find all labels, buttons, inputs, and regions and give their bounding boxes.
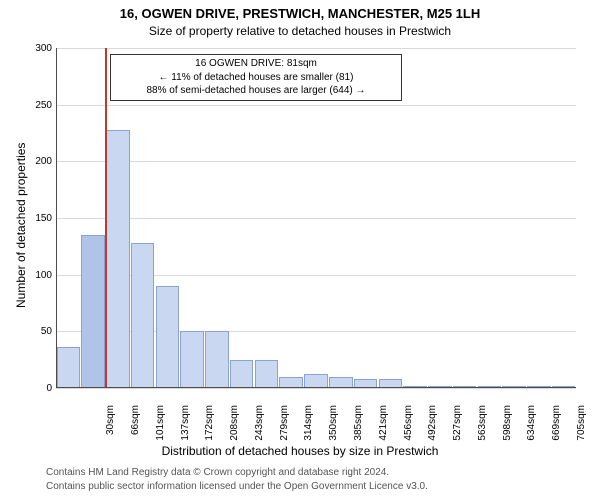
x-tick-label: 101sqm bbox=[155, 405, 166, 455]
x-tick-label: 705sqm bbox=[576, 405, 587, 455]
x-tick-label: 669sqm bbox=[551, 405, 562, 455]
y-tick-label: 100 bbox=[24, 270, 52, 281]
x-tick-label: 563sqm bbox=[477, 405, 488, 455]
y-tick-label: 50 bbox=[24, 326, 52, 337]
y-tick-label: 200 bbox=[24, 156, 52, 167]
callout-line-2: ← 11% of detached houses are smaller (81… bbox=[111, 71, 401, 85]
y-gridline bbox=[56, 105, 576, 106]
callout-line-3: 88% of semi-detached houses are larger (… bbox=[111, 84, 401, 98]
y-tick-label: 250 bbox=[24, 100, 52, 111]
histogram-bar bbox=[106, 130, 130, 388]
x-tick-label: 279sqm bbox=[279, 405, 290, 455]
x-tick-label: 243sqm bbox=[254, 405, 265, 455]
y-axis-line bbox=[56, 48, 57, 388]
x-tick-label: 634sqm bbox=[526, 405, 537, 455]
x-tick-label: 492sqm bbox=[427, 405, 438, 455]
histogram-bar bbox=[304, 374, 328, 388]
histogram-bar bbox=[255, 360, 279, 388]
y-tick-label: 0 bbox=[24, 383, 52, 394]
y-gridline bbox=[56, 388, 576, 389]
x-tick-label: 137sqm bbox=[180, 405, 191, 455]
histogram-bar bbox=[131, 243, 155, 388]
histogram-bar bbox=[205, 331, 229, 388]
y-gridline bbox=[56, 48, 576, 49]
callout-line-1: 16 OGWEN DRIVE: 81sqm bbox=[111, 57, 401, 71]
x-tick-label: 30sqm bbox=[105, 405, 116, 455]
callout-box: 16 OGWEN DRIVE: 81sqm ← 11% of detached … bbox=[110, 54, 402, 101]
x-tick-label: 456sqm bbox=[403, 405, 414, 455]
footer-text: Contains HM Land Registry data © Crown c… bbox=[46, 466, 428, 493]
histogram-bar bbox=[81, 235, 105, 388]
y-gridline bbox=[56, 218, 576, 219]
histogram-bar bbox=[180, 331, 204, 388]
y-axis-label: Number of detached properties bbox=[14, 143, 28, 308]
histogram-bar bbox=[57, 347, 81, 388]
y-tick-label: 300 bbox=[24, 43, 52, 54]
y-gridline bbox=[56, 161, 576, 162]
x-tick-label: 314sqm bbox=[303, 405, 314, 455]
x-tick-label: 208sqm bbox=[229, 405, 240, 455]
footer-line-2: Contains public sector information licen… bbox=[46, 480, 428, 494]
x-tick-label: 421sqm bbox=[378, 405, 389, 455]
footer-line-1: Contains HM Land Registry data © Crown c… bbox=[46, 466, 428, 480]
histogram-bar bbox=[156, 286, 180, 388]
x-tick-label: 598sqm bbox=[502, 405, 513, 455]
x-tick-label: 385sqm bbox=[353, 405, 364, 455]
subject-marker-line bbox=[105, 48, 107, 388]
x-axis-line bbox=[56, 387, 576, 388]
x-tick-label: 350sqm bbox=[328, 405, 339, 455]
page-subtitle: Size of property relative to detached ho… bbox=[0, 24, 600, 38]
y-tick-label: 150 bbox=[24, 213, 52, 224]
histogram-bar bbox=[230, 360, 254, 388]
x-tick-label: 66sqm bbox=[130, 405, 141, 455]
x-tick-label: 172sqm bbox=[204, 405, 215, 455]
x-tick-label: 527sqm bbox=[452, 405, 463, 455]
page-title: 16, OGWEN DRIVE, PRESTWICH, MANCHESTER, … bbox=[0, 6, 600, 21]
